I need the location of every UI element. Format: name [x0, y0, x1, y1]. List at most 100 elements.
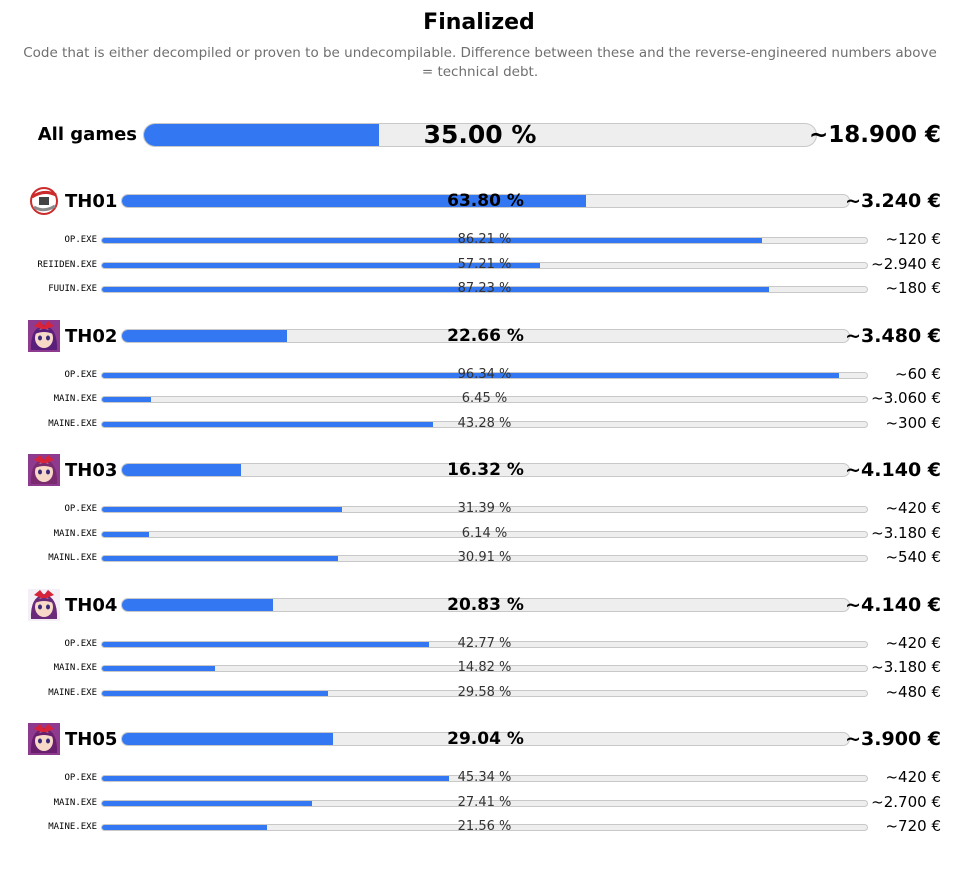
- all-games-bar-fill: [144, 124, 380, 146]
- exe-th02-op-bar-track: [101, 371, 868, 379]
- exe-th04-main-cost-label: ~3.180 €: [871, 658, 941, 676]
- exe-label-th01-fuuin: FUUIN.EXE: [48, 284, 97, 294]
- exe-row-th03-main: MAIN.EXE 6.14 % ~3.180 €: [0, 524, 958, 542]
- exe-th05-op-cost-label: ~420 €: [885, 768, 941, 786]
- exe-row-th02-maine: MAINE.EXE 43.28 % ~300 €: [0, 414, 958, 432]
- exe-row-th03-op: OP.EXE 31.39 % ~420 €: [0, 499, 958, 517]
- exe-row-th01-reiiden: REIIDEN.EXE 57.21 % ~2.940 €: [0, 255, 958, 273]
- exe-label-th01-reiiden: REIIDEN.EXE: [37, 259, 97, 270]
- exe-th05-maine-cost-label: ~720 €: [885, 817, 941, 835]
- exe-th02-main-cost-label: ~3.060 €: [871, 389, 941, 407]
- game-th03-bar-fill: [122, 464, 241, 476]
- game-row-th04: TH04 20.83 % ~4.140 €: [0, 588, 958, 621]
- exe-th02-main-bar-track: [101, 396, 868, 403]
- exe-th05-main-bar-track: [101, 799, 868, 807]
- game-label-th03: TH03: [65, 460, 118, 481]
- game-th01-percent-label: 63.80 %: [447, 191, 524, 211]
- game-th05-cost-label: ~3.900 €: [845, 728, 941, 750]
- exe-th04-op-percent-label: 42.77 %: [457, 635, 512, 651]
- exe-th01-reiiden-bar-fill: [102, 262, 540, 268]
- all-games-label: All games: [37, 124, 137, 145]
- exe-th03-op-bar-fill: [102, 507, 343, 512]
- exe-label-th04-maine: MAINE.EXE: [48, 687, 97, 698]
- exe-th04-maine-bar-fill: [102, 690, 329, 696]
- game-th03-cost-label: ~4.140 €: [845, 459, 941, 481]
- page-subtitle: Code that is either decompiled or proven…: [23, 45, 937, 80]
- exe-label-th01-op: OP.EXE: [64, 235, 97, 245]
- exe-th01-fuuin-bar-fill: [102, 287, 770, 292]
- exe-th04-main-percent-label: 14.82 %: [457, 660, 512, 675]
- game-th05-bar-track: [121, 732, 850, 746]
- game-row-th05: TH05 29.04 % ~3.900 €: [0, 723, 958, 755]
- game-row-th01: TH01 63.80 % ~3.240 €: [0, 187, 958, 215]
- exe-th03-op-bar-track: [101, 506, 868, 513]
- exe-label-th05-main: MAIN.EXE: [53, 797, 97, 808]
- all-games-cost-label: ~18.900 €: [808, 122, 941, 148]
- game-th04-bar-track: [121, 597, 850, 612]
- game-label-th02: TH02: [65, 325, 118, 347]
- exe-th02-op-bar-fill: [102, 372, 839, 378]
- exe-row-th05-maine: MAINE.EXE 21.56 % ~720 €: [0, 817, 958, 835]
- exe-th02-maine-percent-label: 43.28 %: [457, 415, 512, 431]
- exe-th05-maine-percent-label: 21.56 %: [457, 819, 512, 834]
- exe-row-th03-mainl: MAINL.EXE 30.91 % ~540 €: [0, 548, 958, 566]
- exe-row-th05-op: OP.EXE 45.34 % ~420 €: [0, 768, 958, 786]
- game-th02-percent-label: 22.66 %: [447, 325, 524, 346]
- exe-th04-maine-cost-label: ~480 €: [885, 682, 941, 701]
- exe-th01-reiiden-bar-track: [101, 261, 868, 269]
- game-th02-bar-track: [121, 328, 850, 343]
- th03-icon: [28, 454, 60, 486]
- exe-label-th02-maine: MAINE.EXE: [48, 418, 97, 429]
- exe-th05-op-percent-label: 45.34 %: [457, 770, 512, 785]
- exe-label-th04-op: OP.EXE: [64, 638, 97, 649]
- exe-th04-main-bar-track: [101, 665, 868, 672]
- exe-th05-op-bar-track: [101, 775, 868, 782]
- exe-th02-main-bar-fill: [102, 397, 152, 402]
- exe-label-th05-op: OP.EXE: [64, 773, 97, 783]
- exe-th01-fuuin-bar-track: [101, 286, 868, 293]
- exe-label-th03-main: MAIN.EXE: [53, 528, 97, 539]
- exe-th03-main-cost-label: ~3.180 €: [871, 523, 941, 542]
- exe-th03-mainl-percent-label: 30.91 %: [457, 550, 512, 565]
- th05-icon: [28, 723, 60, 755]
- exe-th03-mainl-cost-label: ~540 €: [885, 548, 941, 566]
- exe-th02-op-percent-label: 96.34 %: [457, 366, 512, 382]
- exe-th05-main-percent-label: 27.41 %: [457, 794, 512, 810]
- exe-row-th04-main: MAIN.EXE 14.82 % ~3.180 €: [0, 658, 958, 676]
- exe-th04-op-cost-label: ~420 €: [885, 633, 941, 652]
- exe-th03-main-bar-fill: [102, 531, 149, 537]
- game-th01-bar-fill: [122, 195, 586, 207]
- game-th01-bar-track: [121, 194, 850, 208]
- exe-row-th01-fuuin: FUUIN.EXE 87.23 % ~180 €: [0, 279, 958, 297]
- exe-th03-mainl-bar-fill: [102, 556, 339, 561]
- exe-th03-main-percent-label: 6.14 %: [461, 525, 508, 541]
- game-label-th05: TH05: [65, 729, 118, 750]
- exe-label-th03-op: OP.EXE: [64, 504, 97, 514]
- exe-th01-op-bar-track: [101, 237, 868, 244]
- exe-th01-op-cost-label: ~120 €: [885, 230, 941, 248]
- exe-th04-maine-percent-label: 29.58 %: [457, 684, 512, 700]
- game-th01-cost-label: ~3.240 €: [845, 190, 941, 212]
- exe-th01-reiiden-cost-label: ~2.940 €: [871, 254, 941, 273]
- game-th04-bar-fill: [122, 598, 274, 611]
- exe-row-th02-main: MAIN.EXE 6.45 % ~3.060 €: [0, 389, 958, 407]
- exe-label-th03-mainl: MAINL.EXE: [48, 553, 97, 563]
- game-label-th01: TH01: [65, 191, 118, 212]
- game-label-th04: TH04: [65, 594, 118, 616]
- exe-th05-maine-bar-track: [101, 824, 868, 831]
- exe-label-th02-main: MAIN.EXE: [53, 394, 97, 404]
- exe-th05-main-bar-fill: [102, 800, 312, 806]
- game-row-th03: TH03 16.32 % ~4.140 €: [0, 454, 958, 486]
- th02-icon: [28, 319, 60, 352]
- exe-th01-fuuin-cost-label: ~180 €: [885, 279, 941, 297]
- exe-th01-fuuin-percent-label: 87.23 %: [457, 281, 512, 296]
- all-games-bar-track: [143, 123, 817, 147]
- exe-th05-op-bar-fill: [102, 776, 449, 781]
- th04-icon: [28, 588, 60, 621]
- game-th04-cost-label: ~4.140 €: [845, 593, 941, 616]
- exe-row-th02-op: OP.EXE 96.34 % ~60 €: [0, 365, 958, 383]
- th01-icon: [28, 185, 60, 217]
- exe-label-th04-main: MAIN.EXE: [53, 663, 97, 673]
- exe-th04-op-bar-track: [101, 640, 868, 648]
- exe-th04-op-bar-fill: [102, 641, 430, 647]
